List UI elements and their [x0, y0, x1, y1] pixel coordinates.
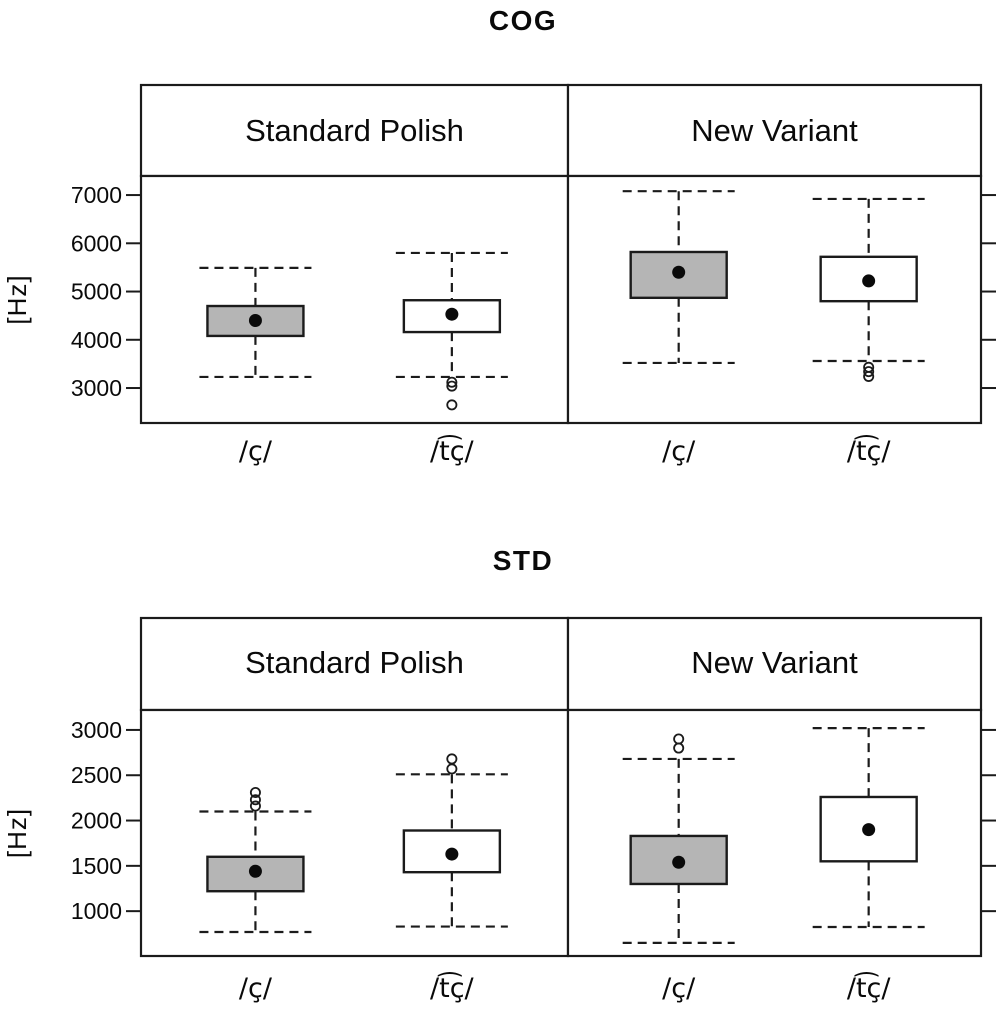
panel-area: [566, 174, 983, 425]
y-tick-label: 3000: [71, 717, 122, 743]
panel-strip-label: Standard Polish: [245, 645, 464, 680]
category-label: /t͡ç/: [847, 434, 892, 467]
panel-strip: [139, 83, 570, 178]
y-tick-label: 5000: [71, 279, 122, 305]
median-dot: [445, 847, 459, 861]
panel-area: [139, 174, 570, 425]
median-dot: [248, 313, 262, 327]
y-tick-label: 4000: [71, 327, 122, 353]
category-label: /t͡ç/: [430, 434, 475, 467]
outlier-point: [673, 742, 685, 754]
y-tick-label: 2000: [71, 808, 122, 834]
category-label: /t͡ç/: [430, 971, 475, 1004]
outlier-point: [446, 376, 458, 388]
median-dot: [445, 307, 459, 321]
median-dot: [862, 823, 876, 837]
category-label: /ç/: [662, 973, 696, 1004]
category-label: /ç/: [662, 436, 696, 467]
y-tick-label: 7000: [71, 182, 122, 208]
panel-strip-label: Standard Polish: [245, 113, 464, 148]
panel-area: [139, 708, 570, 958]
outlier-point: [863, 370, 875, 382]
panel-strip: [566, 616, 983, 712]
y-axis-label: [Hz]: [2, 274, 32, 324]
outlier-point: [249, 786, 261, 798]
median-dot: [862, 274, 876, 288]
median-dot: [672, 265, 686, 279]
chart-title: COG: [489, 5, 557, 36]
category-label: /t͡ç/: [847, 971, 892, 1004]
outlier-point: [446, 763, 458, 775]
outlier-point: [446, 380, 458, 392]
iqr-box: [629, 834, 728, 886]
y-axis-label: [Hz]: [2, 808, 32, 858]
panel-strip: [566, 83, 983, 178]
median-dot: [672, 855, 686, 869]
panel-strip-label: New Variant: [691, 113, 858, 148]
outlier-point: [446, 399, 458, 411]
iqr-box: [402, 829, 502, 874]
outlier-point: [863, 366, 875, 378]
y-tick-label: 3000: [71, 375, 122, 401]
y-tick-label: 2500: [71, 762, 122, 788]
panel-area: [566, 708, 983, 958]
chart-title: STD: [493, 545, 554, 576]
outlier-point: [249, 794, 261, 806]
outlier-point: [249, 800, 261, 812]
y-tick-label: 6000: [71, 230, 122, 256]
median-dot: [248, 864, 262, 878]
panel-strip-label: New Variant: [691, 645, 858, 680]
category-label: /ç/: [239, 436, 273, 467]
category-label: /ç/: [239, 973, 273, 1004]
panel-strip: [139, 616, 570, 712]
y-tick-label: 1500: [71, 853, 122, 879]
y-tick-label: 1000: [71, 898, 122, 924]
